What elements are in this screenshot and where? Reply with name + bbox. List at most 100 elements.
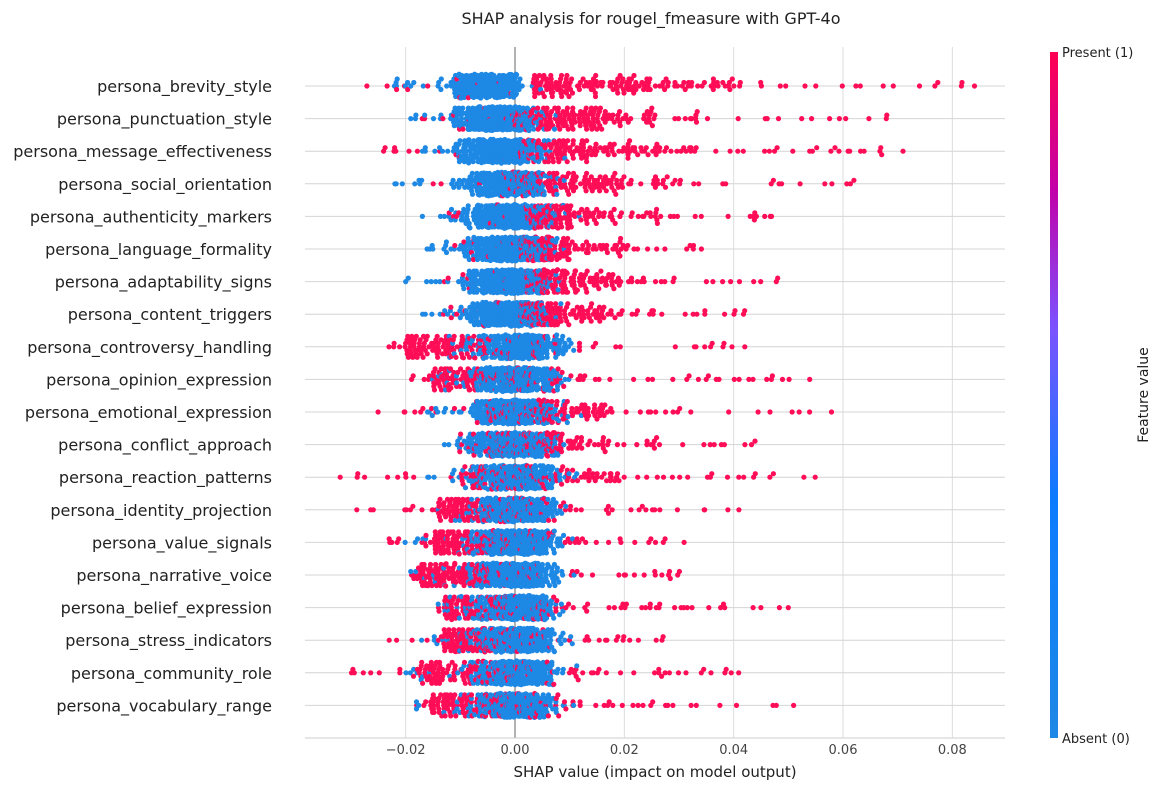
present-point: [570, 127, 575, 132]
present-point: [461, 355, 466, 360]
present-point: [623, 113, 628, 118]
present-point: [798, 181, 803, 186]
present-point: [554, 171, 559, 176]
present-point: [565, 301, 570, 306]
present-point: [814, 145, 819, 150]
absent-point: [470, 192, 475, 197]
present-point: [551, 159, 556, 164]
present-point: [559, 94, 564, 99]
present-point: [594, 272, 599, 277]
present-point: [644, 145, 649, 150]
present-point: [741, 149, 746, 154]
present-point: [548, 301, 553, 306]
absent-point: [422, 113, 427, 118]
present-point: [448, 305, 453, 310]
present-point: [597, 319, 602, 324]
present-point: [802, 83, 807, 88]
present-point: [532, 94, 537, 99]
present-point: [564, 73, 569, 78]
absent-point: [438, 87, 443, 92]
absent-point: [520, 83, 525, 88]
absent-point: [419, 178, 424, 183]
absent-point: [423, 312, 428, 317]
present-point: [695, 109, 700, 114]
present-point: [615, 90, 620, 95]
present-point: [758, 279, 763, 284]
absent-point: [408, 116, 413, 121]
present-point: [652, 113, 657, 118]
present-point: [604, 283, 609, 288]
present-point: [472, 355, 477, 360]
present-point: [829, 181, 834, 186]
present-point: [570, 106, 575, 111]
present-point: [601, 305, 606, 310]
present-point: [810, 149, 815, 154]
present-point: [664, 145, 669, 150]
present-point: [586, 250, 591, 255]
present-point: [672, 276, 677, 281]
present-point: [602, 210, 607, 215]
absent-point: [412, 181, 417, 186]
absent-point: [459, 305, 464, 310]
present-point: [694, 312, 699, 317]
present-point: [650, 123, 655, 128]
present-point: [425, 334, 430, 339]
present-point: [666, 80, 671, 85]
present-point: [618, 123, 623, 128]
present-point: [720, 279, 725, 284]
present-point: [578, 217, 583, 222]
absent-point: [440, 149, 445, 154]
present-point: [553, 301, 558, 306]
present-point: [545, 290, 550, 295]
present-point: [608, 308, 613, 313]
present-point: [710, 279, 715, 284]
present-point: [629, 276, 634, 281]
present-point: [597, 210, 602, 215]
present-point: [765, 116, 770, 121]
present-point: [565, 290, 570, 295]
present-point: [683, 312, 688, 317]
absent-point: [424, 279, 429, 284]
present-point: [605, 250, 610, 255]
absent-point: [444, 250, 449, 255]
present-point: [847, 149, 852, 154]
absent-point: [432, 149, 437, 154]
present-point: [566, 257, 571, 262]
present-point: [738, 80, 743, 85]
present-point: [566, 171, 571, 176]
present-point: [775, 276, 780, 281]
present-point: [425, 83, 430, 88]
present-point: [813, 83, 818, 88]
present-point: [891, 83, 896, 88]
absent-point: [429, 312, 434, 317]
absent-point: [460, 106, 465, 111]
present-point: [584, 159, 589, 164]
absent-point: [394, 181, 399, 186]
present-point: [935, 80, 940, 85]
present-point: [606, 152, 611, 157]
present-point: [555, 267, 560, 272]
present-point: [632, 145, 637, 150]
present-point: [600, 80, 605, 85]
present-point: [879, 152, 884, 157]
present-point: [705, 116, 710, 121]
present-point: [544, 106, 549, 111]
present-point: [649, 106, 654, 111]
present-point: [635, 246, 640, 251]
present-point: [779, 181, 784, 186]
present-point: [620, 185, 625, 190]
chart-title: SHAP analysis for rougel_fmeasure with G…: [461, 9, 840, 29]
present-point: [758, 80, 763, 85]
absent-point: [558, 301, 563, 306]
present-point: [556, 106, 561, 111]
present-point: [392, 341, 397, 346]
present-point: [571, 138, 576, 143]
present-point: [559, 319, 564, 324]
present-point: [569, 76, 574, 81]
present-point: [589, 301, 594, 306]
present-point: [598, 106, 603, 111]
present-point: [397, 344, 402, 349]
present-point: [446, 276, 451, 281]
present-point: [742, 308, 747, 313]
